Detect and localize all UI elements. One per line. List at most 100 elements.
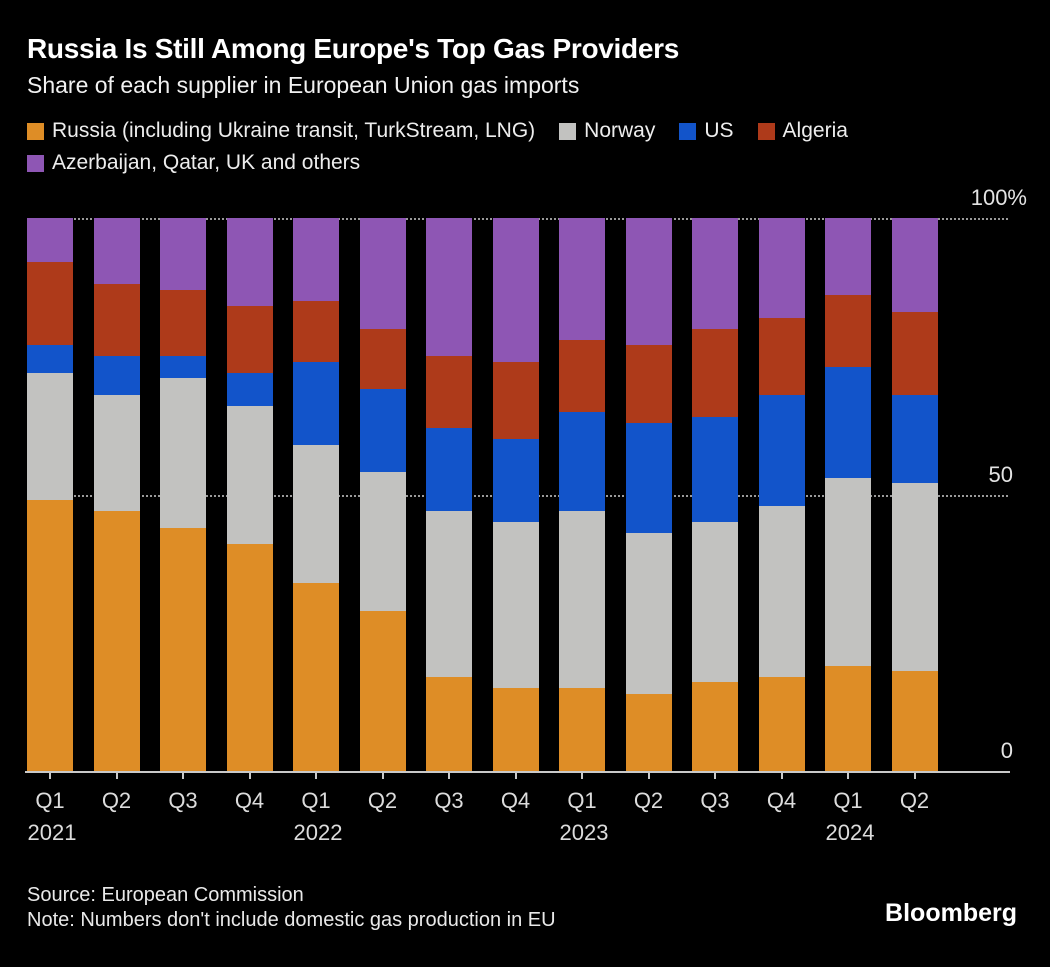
segment-norway: [559, 511, 605, 689]
axis-tick: [381, 771, 384, 779]
legend-label-algeria: Algeria: [782, 119, 848, 142]
y-axis-label-100: 100%: [970, 185, 1027, 210]
axis-tick: [780, 771, 783, 779]
segment-norway: [426, 511, 472, 677]
segment-russia: [93, 511, 140, 771]
segment-russia: [27, 500, 73, 771]
x-axis-label-q3-2: Q3: [168, 788, 198, 813]
segment-russia: [559, 688, 605, 771]
segment-russia: [625, 693, 672, 771]
segment-us: [359, 389, 406, 473]
year-label-2024: 2024: [825, 820, 875, 845]
year-label-2022: 2022: [293, 820, 343, 845]
segment-others: [27, 218, 73, 263]
legend-item-algeria: Algeria: [757, 119, 848, 143]
bar-q4-3: [226, 218, 273, 771]
axis-tick: [913, 771, 916, 779]
legend-item-us: US: [679, 119, 734, 143]
page-subtitle: Share of each supplier in European Union…: [27, 72, 580, 98]
segment-norway: [891, 483, 938, 672]
source-note: Source: European Commission: [27, 884, 304, 906]
x-axis-label-q3-6: Q3: [434, 788, 464, 813]
y-axis-label-0: 0: [1000, 738, 1013, 763]
legend: Russia (including Ukraine transit, TurkS…: [27, 119, 1027, 175]
bar-q2-9: [625, 218, 672, 771]
legend-label-norway: Norway: [584, 119, 656, 142]
segment-norway: [93, 394, 140, 512]
segment-others: [293, 218, 339, 301]
segment-algeria: [93, 284, 140, 357]
x-axis-label-q1-8: Q1: [567, 788, 597, 813]
segment-norway: [692, 522, 738, 683]
bar-q3-2: [160, 218, 206, 771]
segment-russia: [825, 665, 871, 771]
segment-others: [359, 218, 406, 329]
x-axis-label-q1-0: Q1: [35, 788, 65, 813]
year-label-2023: 2023: [559, 820, 609, 845]
segment-us: [27, 345, 73, 373]
segment-algeria: [492, 361, 539, 440]
bar-q2-1: [93, 218, 140, 771]
x-axis-label-q4-11: Q4: [766, 788, 797, 813]
bar-q2-13: [891, 218, 938, 771]
legend-swatch-algeria: [757, 122, 775, 140]
legend-swatch-russia: [27, 122, 44, 140]
x-axis-label-q4-7: Q4: [500, 788, 531, 813]
segment-algeria: [293, 300, 339, 362]
segment-us: [160, 356, 206, 379]
segment-us: [93, 356, 140, 395]
segment-algeria: [27, 262, 73, 346]
segment-us: [492, 439, 539, 523]
axis-tick: [714, 771, 716, 779]
segment-russia: [226, 544, 273, 771]
segment-russia: [758, 676, 805, 771]
legend-label-russia: Russia (including Ukraine transit, TurkS…: [52, 119, 536, 142]
segment-russia: [160, 527, 206, 771]
bar-q1-0: [27, 218, 73, 771]
segment-algeria: [825, 295, 871, 368]
x-axis-label-q3-10: Q3: [700, 788, 730, 813]
bar-q3-6: [426, 218, 472, 771]
bar-q1-8: [559, 218, 605, 771]
segment-algeria: [426, 356, 472, 429]
legend-label-others: Azerbaijan, Qatar, UK and others: [52, 151, 361, 174]
segment-norway: [359, 472, 406, 611]
segment-others: [891, 218, 938, 312]
segment-norway: [27, 372, 73, 500]
page-title: Russia Is Still Among Europe's Top Gas P…: [27, 33, 679, 64]
segment-us: [825, 367, 871, 478]
legend-swatch-others: [27, 154, 44, 172]
axis-tick: [847, 771, 849, 779]
segment-us: [559, 411, 605, 512]
axis-tick: [315, 771, 317, 779]
segment-us: [426, 428, 472, 512]
segment-russia: [426, 676, 472, 771]
year-label-2021: 2021: [27, 820, 77, 845]
segment-norway: [825, 477, 871, 666]
bar-q4-7: [492, 218, 539, 771]
segment-algeria: [226, 306, 273, 373]
x-axis-label-q4-3: Q4: [234, 788, 265, 813]
bar-q1-12: [825, 218, 871, 771]
axis-tick: [514, 771, 517, 779]
x-axis-label-q1-12: Q1: [833, 788, 863, 813]
segment-norway: [625, 533, 672, 694]
segment-algeria: [625, 345, 672, 423]
axis-tick: [448, 771, 450, 779]
legend-item-others: Azerbaijan, Qatar, UK and others: [27, 151, 360, 175]
x-axis-label-q2-13: Q2: [899, 788, 930, 813]
bar-q4-11: [758, 218, 805, 771]
axis-tick: [248, 771, 251, 779]
segment-russia: [891, 671, 938, 771]
segment-norway: [160, 378, 206, 528]
segment-others: [492, 218, 539, 362]
segment-others: [226, 218, 273, 307]
segment-algeria: [891, 312, 938, 395]
legend-label-us: US: [704, 119, 734, 142]
axis-tick: [581, 771, 583, 779]
segment-us: [293, 361, 339, 445]
segment-others: [758, 218, 805, 318]
segment-algeria: [359, 328, 406, 390]
segment-us: [226, 372, 273, 406]
